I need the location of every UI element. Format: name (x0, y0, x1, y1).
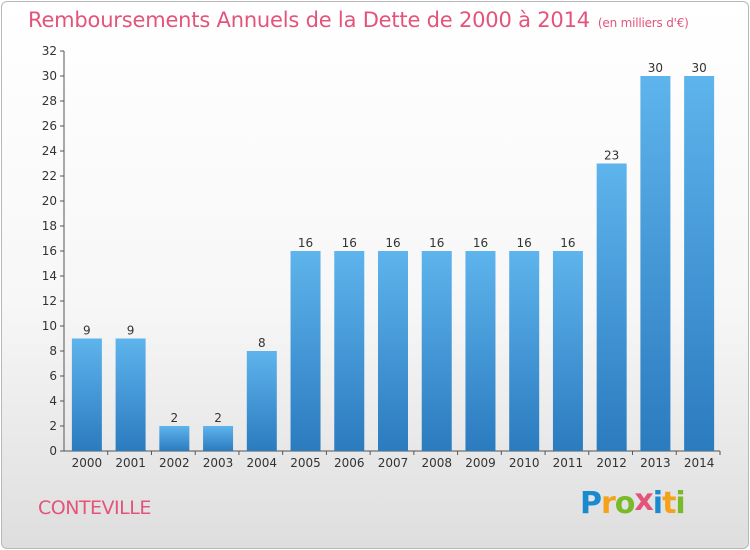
data-label: 2 (171, 411, 179, 425)
bar (203, 426, 234, 451)
data-label: 30 (691, 61, 706, 75)
data-label: 16 (385, 236, 400, 250)
y-tick-label: 32 (42, 44, 57, 58)
y-tick-label: 4 (49, 394, 57, 408)
x-tick-label: 2000 (72, 456, 103, 470)
data-label: 16 (473, 236, 488, 250)
logo-letter: i (652, 486, 663, 521)
y-tick-label: 16 (42, 244, 57, 258)
x-tick-label: 2005 (290, 456, 321, 470)
logo-letter: x (634, 483, 653, 518)
y-tick-label: 12 (42, 294, 57, 308)
y-tick-label: 28 (42, 94, 57, 108)
data-label: 23 (604, 149, 619, 163)
bar (552, 251, 583, 451)
unit-note: (en milliers d'€) (597, 16, 689, 30)
data-label: 16 (560, 236, 575, 250)
bar (684, 76, 715, 451)
bar (334, 251, 365, 451)
x-tick-label: 2011 (553, 456, 584, 470)
proxiti-logo: Proxiti (580, 483, 686, 521)
logo-letter: t (662, 486, 676, 521)
y-tick-label: 30 (42, 69, 57, 83)
x-tick-label: 2013 (640, 456, 671, 470)
x-tick-label: 2012 (596, 456, 627, 470)
y-tick-label: 8 (49, 344, 57, 358)
bar (378, 251, 408, 451)
y-tick-label: 24 (42, 144, 57, 158)
x-tick-label: 2001 (115, 456, 146, 470)
x-tick-label: 2007 (378, 456, 409, 470)
y-tick-label: 0 (49, 444, 57, 458)
y-tick-label: 10 (42, 319, 57, 333)
data-label: 16 (342, 236, 357, 250)
bar (115, 338, 146, 451)
x-tick-label: 2006 (334, 456, 365, 470)
logo-letter: i (675, 486, 685, 521)
bar (246, 351, 277, 451)
y-tick-label: 26 (42, 119, 57, 133)
x-tick-label: 2004 (247, 456, 278, 470)
y-tick-label: 18 (42, 219, 57, 233)
x-tick-label: 2010 (509, 456, 540, 470)
chart-title: Remboursements Annuels de la Dette de 20… (28, 8, 689, 32)
bar (509, 251, 540, 451)
bar (290, 251, 321, 451)
bar (71, 338, 102, 451)
logo-letter: P (580, 486, 602, 521)
x-tick-label: 2009 (465, 456, 496, 470)
commune-name: CONTEVILLE (38, 497, 151, 519)
data-label: 9 (127, 324, 135, 338)
x-tick-label: 2003 (203, 456, 234, 470)
bar (465, 251, 496, 451)
bar (640, 76, 671, 451)
x-tick-label: 2014 (684, 456, 715, 470)
y-tick-label: 2 (49, 419, 57, 433)
data-label: 8 (258, 336, 266, 350)
logo-letter: o (614, 486, 636, 521)
x-tick-label: 2002 (159, 456, 190, 470)
logo-letter: r (601, 486, 616, 521)
bar (421, 251, 452, 451)
data-label: 16 (517, 236, 532, 250)
bar (159, 426, 190, 451)
y-tick-label: 14 (42, 269, 57, 283)
data-label: 16 (429, 236, 444, 250)
y-tick-label: 22 (42, 169, 57, 183)
data-label: 16 (298, 236, 313, 250)
x-tick-label: 2008 (421, 456, 452, 470)
y-tick-label: 6 (49, 369, 57, 383)
bar (596, 163, 627, 451)
data-label: 30 (648, 61, 663, 75)
y-tick-label: 20 (42, 194, 57, 208)
data-label: 9 (83, 324, 91, 338)
data-label: 2 (214, 411, 222, 425)
